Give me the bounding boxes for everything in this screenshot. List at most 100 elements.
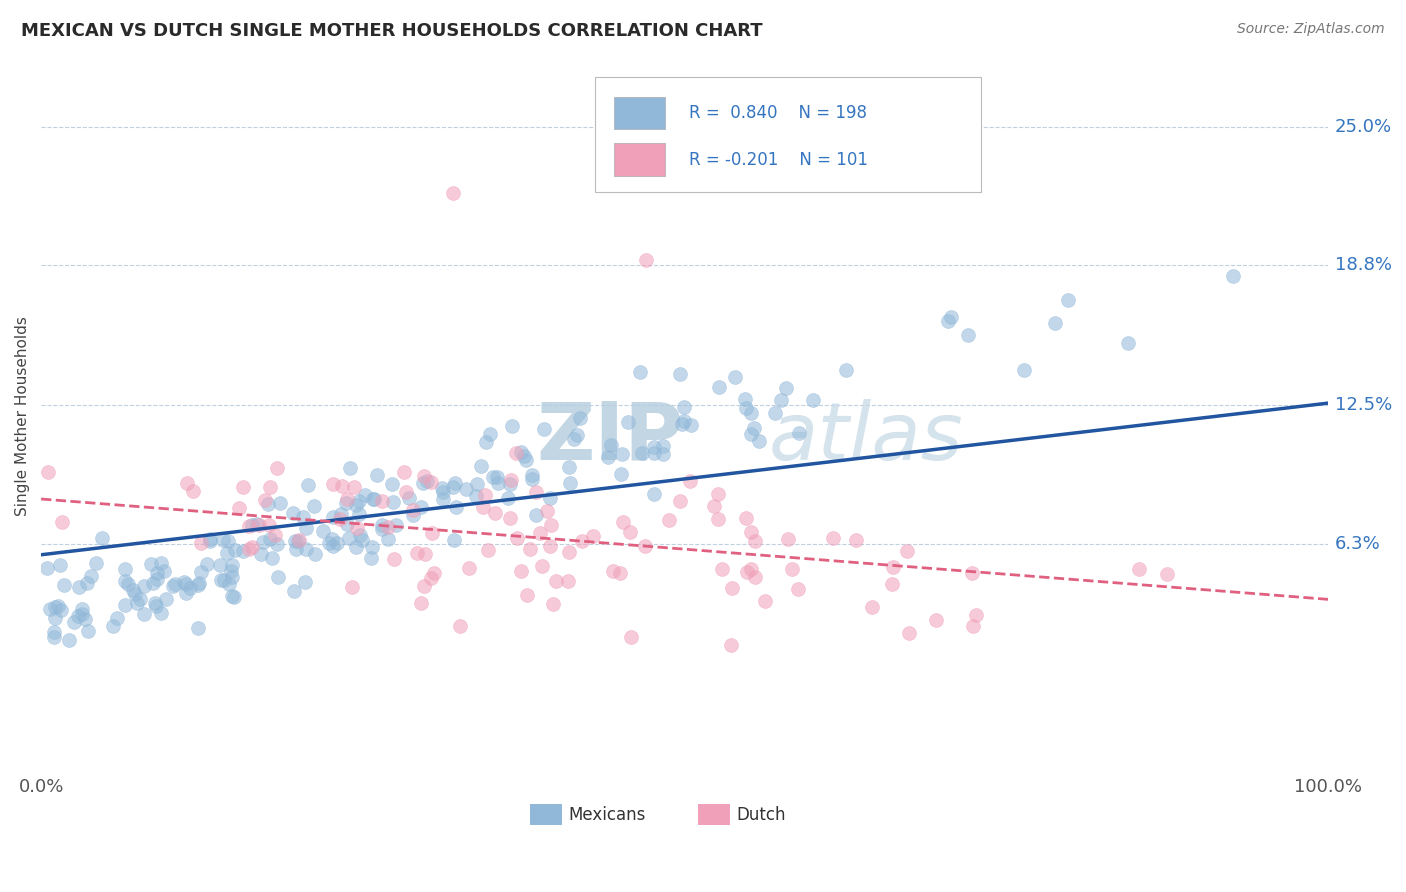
FancyBboxPatch shape [595, 78, 981, 192]
Point [283, 584, 305, 599]
Point [44, 611, 66, 625]
Point [860, 600, 883, 615]
Point [124, 587, 146, 601]
Point [558, 545, 581, 559]
Point [398, 491, 420, 506]
Point [395, 484, 418, 499]
Point [238, 541, 260, 556]
Point [187, 578, 209, 592]
Point [444, 475, 467, 490]
Point [321, 533, 343, 547]
Point [336, 517, 359, 532]
Point [1014, 363, 1036, 377]
Point [432, 491, 454, 506]
Point [1057, 293, 1080, 307]
Point [720, 582, 742, 596]
Point [612, 515, 634, 529]
FancyBboxPatch shape [697, 804, 730, 825]
FancyBboxPatch shape [614, 144, 665, 176]
Point [105, 611, 128, 625]
Point [350, 533, 373, 547]
Point [925, 614, 948, 628]
Point [381, 476, 404, 491]
Point [142, 575, 165, 590]
Point [740, 426, 762, 441]
Point [264, 528, 287, 542]
Point [882, 560, 904, 574]
Point [484, 506, 506, 520]
Point [735, 565, 758, 579]
Point [187, 621, 209, 635]
Point [222, 590, 245, 604]
Point [284, 533, 307, 548]
Point [139, 557, 162, 571]
Point [486, 476, 509, 491]
Point [114, 574, 136, 588]
Point [669, 367, 692, 381]
Point [896, 543, 918, 558]
Point [402, 503, 425, 517]
Text: R = -0.201    N = 101: R = -0.201 N = 101 [689, 151, 868, 169]
Point [200, 532, 222, 546]
Point [217, 534, 239, 549]
Point [897, 626, 920, 640]
Point [536, 504, 558, 518]
Point [610, 446, 633, 460]
Point [481, 469, 503, 483]
Point [965, 607, 987, 622]
Point [581, 529, 603, 543]
Point [195, 557, 218, 571]
Point [602, 564, 624, 578]
Point [409, 500, 432, 515]
Point [146, 572, 169, 586]
Point [441, 480, 464, 494]
Point [363, 492, 385, 507]
Point [361, 491, 384, 506]
Point [616, 415, 638, 429]
Point [219, 564, 242, 578]
Point [347, 494, 370, 508]
Point [132, 607, 155, 621]
Point [499, 476, 522, 491]
Point [505, 446, 527, 460]
Point [558, 475, 581, 490]
Point [322, 539, 344, 553]
Point [412, 475, 434, 490]
Point [246, 516, 269, 531]
Point [512, 449, 534, 463]
Point [599, 438, 621, 452]
Point [672, 414, 695, 428]
Text: atlas: atlas [768, 399, 963, 477]
Point [499, 473, 522, 487]
Point [339, 461, 361, 475]
Point [449, 619, 471, 633]
Point [360, 550, 382, 565]
Text: 25.0%: 25.0% [1334, 118, 1392, 136]
Text: Source: ZipAtlas.com: Source: ZipAtlas.com [1237, 22, 1385, 37]
Point [703, 500, 725, 514]
Point [474, 488, 496, 502]
Point [77, 624, 100, 638]
Point [287, 533, 309, 548]
Point [776, 532, 799, 546]
Point [221, 589, 243, 603]
Point [938, 314, 960, 328]
Point [679, 474, 702, 488]
Point [70, 607, 93, 622]
Point [238, 518, 260, 533]
Point [221, 570, 243, 584]
Point [464, 489, 486, 503]
Point [232, 543, 254, 558]
Point [259, 518, 281, 533]
Point [129, 592, 152, 607]
Point [224, 543, 246, 558]
Y-axis label: Single Mother Households: Single Mother Households [15, 317, 30, 516]
Point [240, 540, 263, 554]
Point [37, 465, 59, 479]
Point [145, 599, 167, 613]
Point [295, 541, 318, 556]
Point [179, 581, 201, 595]
Point [744, 533, 766, 548]
Point [524, 508, 547, 522]
Point [782, 562, 804, 576]
